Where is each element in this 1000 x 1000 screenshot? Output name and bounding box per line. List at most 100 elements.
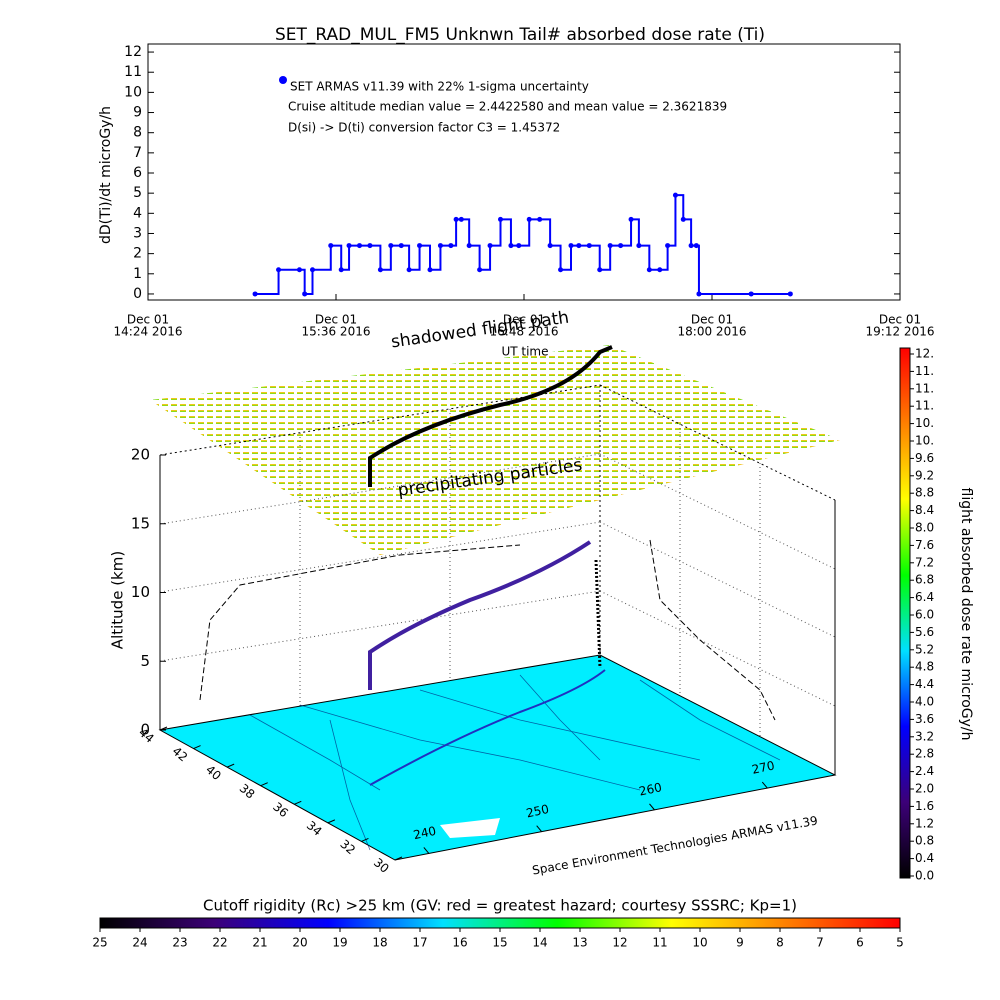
y-tick-label: 12	[124, 44, 142, 60]
lat-tick-label: 32	[337, 837, 358, 858]
colorbar-tick-label: 7.2	[915, 555, 934, 569]
lon-tick-label: 250	[525, 802, 550, 820]
colorbar-tick-label: 15	[492, 936, 507, 950]
data-point	[453, 216, 459, 222]
data-point	[310, 267, 315, 273]
colorbar-tick-label: 12	[612, 936, 627, 950]
y-tick-label: 11	[124, 64, 142, 80]
colorbar-tick-label: 9	[736, 936, 744, 950]
lat-tick	[361, 837, 369, 842]
lat-tick-label: 44	[136, 725, 157, 746]
colorbar-tick-label: 11.	[915, 399, 934, 413]
colorbar-tick-label: 18	[372, 936, 387, 950]
colorbar-tick-label: 19	[332, 936, 347, 950]
data-point	[646, 267, 652, 273]
y-tick-label: 5	[133, 185, 142, 201]
data-point	[597, 267, 603, 273]
data-point	[680, 216, 686, 222]
colorbar-tick-label: 6.8	[915, 573, 934, 587]
z-tick-label: 10	[131, 583, 150, 601]
map-ocean	[440, 818, 500, 838]
data-point	[748, 291, 754, 297]
colorbar-tick-label: 9.2	[915, 468, 934, 482]
lat-tick	[226, 763, 235, 768]
lat-tick	[159, 726, 168, 731]
shadow-path	[199, 544, 521, 701]
colorbar	[99, 917, 901, 929]
colorbar-tick-label: 21	[252, 936, 267, 950]
lon-tick	[649, 803, 655, 811]
data-point	[636, 243, 642, 249]
data-point	[458, 216, 464, 222]
y-tick-label: 2	[133, 246, 142, 262]
y-tick-label: 3	[133, 225, 142, 241]
data-point	[508, 243, 514, 249]
lon-tick	[761, 781, 768, 789]
colorbar-tick-label: 0.4	[915, 851, 934, 865]
data-point	[406, 267, 412, 273]
x-tick-label: Dec 01	[315, 313, 357, 327]
data-point	[296, 267, 302, 273]
annotation: Cruise altitude median value = 2.4422580…	[288, 100, 727, 114]
colorbar-tick-label: 3.6	[915, 712, 934, 726]
colorbar-tick-label: 10.	[915, 416, 934, 430]
series-line	[255, 194, 791, 295]
box-edge	[599, 384, 836, 501]
lat-tick-label: 34	[304, 818, 325, 839]
data-point	[618, 243, 624, 249]
lat-tick-label: 40	[203, 762, 224, 783]
data-point	[357, 243, 362, 249]
data-point	[328, 243, 334, 249]
data-point	[498, 216, 503, 222]
data-point	[388, 243, 394, 249]
data-point	[437, 243, 443, 249]
legend-label: SET ARMAS v11.39 with 22% 1-sigma uncert…	[290, 80, 589, 94]
map-floor	[158, 654, 837, 861]
y-axis-label: dD(Ti)/dt microGy/h	[98, 106, 114, 244]
chart-title: SET_RAD_MUL_FM5 Unknwn Tail# absorbed do…	[275, 25, 765, 45]
y-tick-label: 6	[133, 165, 142, 181]
colorbar-tick-label: 11.	[915, 381, 934, 395]
colorbar-tick-label: 8.8	[915, 486, 934, 500]
colorbar-tick-label: 13	[572, 936, 587, 950]
lon-tick-label: 270	[751, 758, 776, 776]
data-point	[526, 216, 532, 222]
data-point	[672, 192, 678, 198]
colorbar	[899, 347, 911, 879]
data-point	[558, 267, 564, 273]
z-tick-label: 5	[140, 652, 150, 670]
data-point	[628, 216, 634, 222]
colorbar-tick-label: 0.0	[915, 869, 934, 883]
data-point	[696, 291, 702, 297]
y-tick-label: 9	[133, 105, 142, 121]
annotation: D(si) -> D(ti) conversion factor C3 = 1.…	[288, 121, 560, 135]
y-tick-label: 8	[133, 125, 142, 141]
shadow-path	[649, 539, 776, 721]
y-tick-label: 0	[133, 286, 142, 302]
colorbar-tick-label: 8.4	[915, 503, 934, 517]
data-point	[367, 243, 373, 249]
data-point	[252, 291, 258, 297]
data-point	[576, 243, 582, 249]
colorbar-tick-label: 8.0	[915, 521, 934, 535]
colorbar-tick-label: 3.2	[915, 729, 934, 743]
colorbar-tick-label: 4.4	[915, 677, 934, 691]
y-tick-label: 7	[133, 145, 142, 161]
data-point	[607, 243, 613, 249]
colorbar-tick-label: 11	[652, 936, 667, 950]
data-point	[688, 243, 694, 249]
data-point	[487, 243, 493, 249]
scene-3d	[150, 345, 840, 861]
lon-tick-label: 260	[638, 780, 663, 798]
data-point	[398, 243, 404, 249]
colorbar-tick-label: 1.6	[915, 799, 934, 813]
lat-tick-label: 38	[237, 781, 258, 802]
lat-tick	[394, 856, 403, 861]
colorbar-tick-label: 22	[212, 936, 227, 950]
legend-marker	[279, 76, 287, 84]
lon-tick	[423, 847, 430, 854]
colorbar-tick-label: 5	[896, 936, 904, 950]
colorbar-tick-label: 6	[856, 936, 864, 950]
colorbar-tick-label: 2.4	[915, 764, 934, 778]
data-point	[417, 243, 423, 249]
